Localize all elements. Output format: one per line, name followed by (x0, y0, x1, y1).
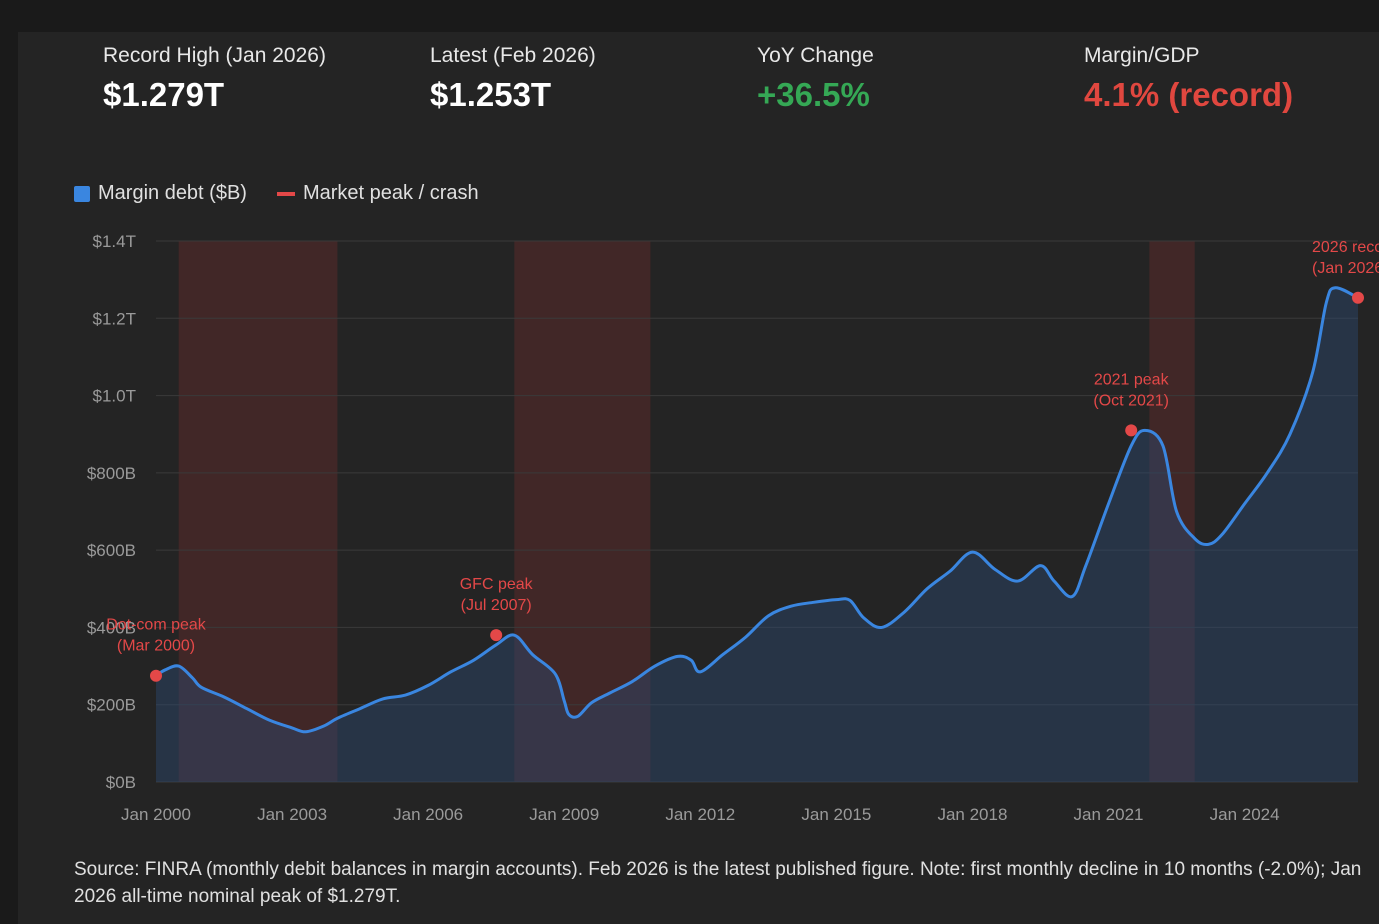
peak-marker (150, 669, 162, 682)
x-tick-label: Jan 2003 (257, 805, 327, 824)
crash-period-shade (514, 241, 651, 782)
legend-label-margin-debt: Margin debt ($B) (98, 182, 247, 204)
x-tick-label: Jan 2012 (665, 805, 735, 824)
y-tick-label: $1.4T (93, 232, 136, 251)
peak-annotation-label: Dot-com peak (106, 617, 207, 634)
x-tick-label: Jan 2000 (121, 805, 191, 824)
stat-label: Latest (Feb 2026) (430, 44, 596, 67)
x-tick-label: Jan 2009 (529, 805, 599, 824)
y-tick-label: $400B (87, 618, 136, 637)
y-tick-label: $0B (106, 773, 136, 792)
x-tick-label: Jan 2024 (1210, 805, 1280, 824)
y-tick-label: $1.0T (93, 387, 136, 406)
peak-marker (1125, 424, 1138, 437)
peak-annotation-label: 2026 record (1312, 239, 1379, 256)
margin-debt-chart: $0B $200B $400B $600B $800B $1.0T $1.2T $1.4T Ja… (87, 232, 1379, 824)
peak-annotation-date: (Jul 2007) (461, 597, 532, 614)
legend-swatch-market-peak (276, 191, 295, 196)
peak-marker (490, 629, 503, 642)
legend-label-market-peak: Market peak / crash (302, 182, 479, 204)
crash-period-shade (178, 241, 338, 782)
stat-margin-gdp: Margin/GDP 4.1% (record) (1084, 44, 1293, 114)
source-note: Source: FINRA (monthly debit balances in… (74, 859, 1362, 907)
peak-annotation-label: 2021 peak (1094, 371, 1170, 388)
stat-label: Margin/GDP (1084, 44, 1200, 67)
stat-label: Record High (Jan 2026) (103, 44, 326, 67)
peak-annotation-date: (Oct 2021) (1093, 392, 1169, 409)
x-tick-label: Jan 2015 (801, 805, 871, 824)
stat-value: $1.253T (430, 76, 552, 113)
x-tick-label: Jan 2018 (937, 805, 1007, 824)
stat-value: $1.279T (103, 76, 225, 113)
margin-debt-line (155, 286, 1359, 734)
stat-latest: Latest (Feb 2026) $1.253T (430, 44, 596, 114)
y-tick-label: $200B (87, 696, 136, 715)
legend-swatch-margin-debt (74, 185, 90, 202)
y-tick-label: $800B (87, 464, 136, 483)
x-tick-label: Jan 2021 (1074, 805, 1144, 824)
stat-yoy-change: YoY Change +36.5% (757, 44, 874, 114)
margin-debt-area (156, 287, 1358, 782)
crash-period-shade (1149, 241, 1195, 782)
stat-record-high: Record High (Jan 2026) $1.279T (103, 44, 326, 114)
peak-annotation-date: (Mar 2000) (117, 638, 195, 655)
stat-value: +36.5% (757, 76, 870, 113)
stat-value: 4.1% (record) (1084, 76, 1294, 113)
peak-marker (1352, 291, 1364, 304)
stat-label: YoY Change (757, 44, 874, 67)
y-tick-label: $600B (87, 541, 136, 560)
x-tick-label: Jan 2006 (393, 805, 463, 824)
peak-annotation-date: (Jan 2026) (1312, 260, 1379, 277)
chart-legend: Margin debt ($B) Market peak / crash (74, 182, 479, 205)
y-tick-label: $1.2T (93, 309, 136, 328)
peak-annotation-label: GFC peak (460, 576, 534, 593)
